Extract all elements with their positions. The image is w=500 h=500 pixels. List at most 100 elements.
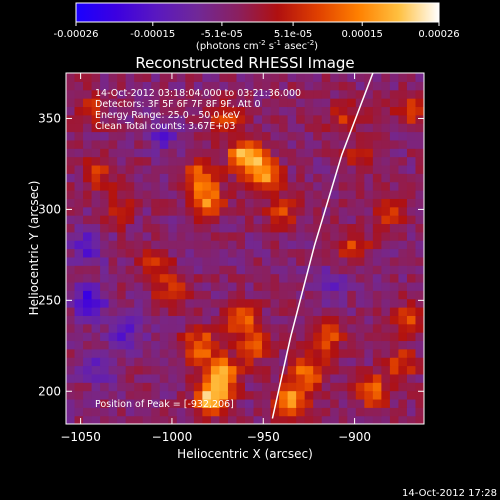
heatmap-cell: [151, 256, 161, 266]
heatmap-cell: [108, 123, 118, 133]
heatmap-cell: [347, 73, 357, 82]
heatmap-cell: [381, 198, 391, 208]
heatmap-cell: [117, 81, 127, 91]
heatmap-cell: [185, 398, 195, 408]
heatmap-cell: [313, 173, 323, 183]
heatmap-cell: [66, 106, 76, 116]
heatmap-cell: [83, 215, 93, 225]
heatmap-cell: [381, 298, 391, 308]
heatmap-cell: [168, 415, 178, 424]
heatmap-cell: [176, 357, 186, 367]
heatmap-cell: [355, 332, 365, 342]
heatmap-cell: [321, 323, 331, 333]
heatmap-cell: [364, 215, 374, 225]
heatmap-cell: [219, 323, 229, 333]
heatmap-cell: [296, 198, 306, 208]
heatmap-cell: [270, 307, 280, 316]
heatmap-cell: [279, 415, 289, 424]
heatmap-cell: [227, 240, 238, 250]
heatmap-cell: [100, 248, 110, 258]
heatmap-cell: [83, 98, 93, 108]
heatmap-cell: [347, 240, 357, 250]
heatmap-cell: [321, 357, 331, 367]
heatmap-cell: [347, 164, 357, 174]
heatmap-cell: [415, 181, 424, 191]
heatmap-cell: [202, 240, 212, 250]
heatmap-cell: [296, 398, 306, 408]
heatmap-cell: [330, 348, 340, 358]
heatmap-cell: [117, 223, 127, 233]
heatmap-cell: [134, 298, 144, 308]
heatmap-cell: [151, 106, 161, 116]
heatmap-cell: [91, 181, 101, 191]
heatmap-cell: [66, 332, 76, 342]
heatmap-cell: [279, 148, 289, 158]
heatmap-cell: [100, 131, 110, 141]
heatmap-cell: [279, 348, 289, 358]
heatmap-cell: [253, 256, 263, 266]
heatmap-cell: [279, 98, 289, 108]
heatmap-cell: [66, 323, 76, 333]
heatmap-cell: [355, 173, 365, 183]
heatmap-cell: [287, 307, 297, 316]
heatmap-cell: [219, 248, 229, 258]
heatmap-cell: [100, 315, 110, 325]
heatmap-cell: [219, 315, 229, 325]
heatmap-cell: [270, 206, 280, 216]
heatmap-cell: [270, 315, 280, 325]
heatmap-cell: [159, 365, 169, 375]
heatmap-cell: [134, 340, 144, 350]
heatmap-cell: [74, 265, 84, 275]
heatmap-cell: [142, 190, 152, 199]
heatmap-cell: [296, 256, 306, 266]
heatmap-cell: [185, 390, 195, 400]
heatmap-cell: [270, 73, 280, 82]
heatmap-cell: [253, 89, 263, 99]
heatmap-cell: [296, 190, 306, 199]
heatmap-cell: [142, 215, 152, 225]
heatmap-cell: [66, 98, 76, 108]
heatmap-cell: [125, 398, 135, 408]
heatmap-cell: [159, 315, 169, 325]
heatmap-cell: [202, 256, 212, 266]
heatmap-cell: [108, 332, 118, 342]
heatmap-cell: [279, 156, 289, 166]
heatmap-cell: [193, 156, 203, 166]
heatmap-cell: [125, 240, 135, 250]
heatmap-cell: [193, 240, 203, 250]
heatmap-cell: [372, 231, 382, 241]
heatmap-cell: [406, 407, 417, 417]
heatmap-cell: [372, 73, 382, 82]
heatmap-cell: [168, 265, 178, 275]
heatmap-cell: [321, 223, 331, 233]
heatmap-cell: [193, 198, 203, 208]
heatmap-cell: [83, 148, 93, 158]
heatmap-cell: [364, 265, 374, 275]
heatmap-cell: [125, 81, 135, 91]
heatmap-cell: [100, 139, 110, 149]
heatmap-cell: [330, 206, 340, 216]
heatmap-cell: [398, 139, 408, 149]
heatmap-cell: [108, 148, 118, 158]
heatmap-cell: [381, 365, 391, 375]
heatmap-cell: [227, 390, 238, 400]
heatmap-cell: [151, 223, 161, 233]
heatmap-cell: [355, 365, 365, 375]
heatmap-cell: [304, 256, 314, 266]
heatmap-cell: [151, 365, 161, 375]
heatmap-cell: [117, 315, 127, 325]
heatmap-cell: [347, 281, 357, 291]
heatmap-cell: [236, 407, 246, 417]
heatmap-cell: [134, 114, 144, 124]
heatmap-cell: [279, 290, 289, 300]
heatmap-cell: [125, 407, 135, 417]
heatmap-cell: [245, 198, 255, 208]
heatmap-cell: [270, 248, 280, 258]
heatmap-cell: [100, 390, 110, 400]
heatmap-cell: [227, 215, 238, 225]
heatmap-cell: [321, 181, 331, 191]
heatmap-cell: [100, 357, 110, 367]
heatmap-cell: [313, 390, 323, 400]
heatmap-cell: [245, 323, 255, 333]
heatmap-cell: [415, 315, 424, 325]
